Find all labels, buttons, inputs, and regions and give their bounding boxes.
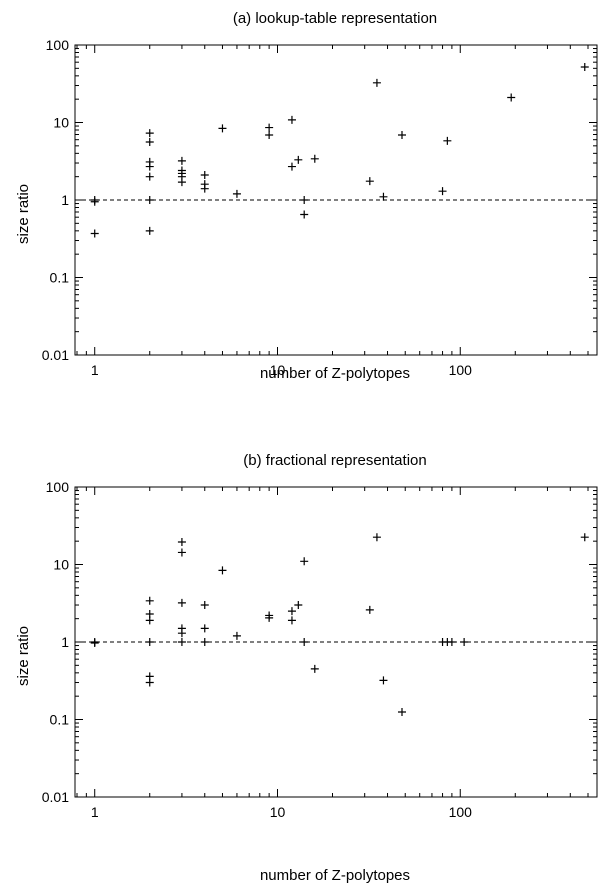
- chart-b-y-tick-label: 0.01: [42, 789, 69, 805]
- chart-b-data-point: [379, 676, 388, 685]
- chart-a-x-tick-label: 100: [449, 362, 473, 378]
- chart-b-data-point: [232, 631, 241, 640]
- chart-b-data-point: [177, 638, 186, 646]
- chart-a-data-point: [365, 177, 374, 186]
- chart-panel-b: (b) fractional representation number of …: [0, 442, 607, 884]
- chart-a-y-tick-label: 100: [46, 37, 70, 53]
- chart-b-data-point: [145, 596, 154, 605]
- chart-a-data-point: [294, 155, 303, 164]
- chart-a-data-point: [90, 197, 99, 206]
- chart-b-data-point: [397, 707, 406, 716]
- chart-a-data-point: [177, 156, 186, 165]
- chart-b-x-tick-label: 10: [270, 804, 286, 820]
- chart-a-data-point: [200, 184, 209, 193]
- chart-a-data-point: [90, 229, 99, 238]
- chart-a-data-point: [397, 130, 406, 139]
- chart-a-data-point: [265, 123, 274, 132]
- chart-b-data-point: [287, 616, 296, 625]
- chart-b-data-point: [265, 613, 274, 622]
- chart-a-x-tick-label: 1: [91, 362, 99, 378]
- chart-a-data-point: [145, 172, 154, 181]
- chart-a-x-tick-label: 10: [270, 362, 286, 378]
- chart-b-y-tick-label: 1: [61, 634, 69, 650]
- chart-b-data-point: [145, 678, 154, 687]
- chart-b-y-tick-label: 0.1: [50, 712, 70, 728]
- chart-a-data-point: [372, 78, 381, 87]
- chart-b-svg: (b) fractional representation number of …: [15, 452, 598, 884]
- chart-a-data-point: [300, 210, 309, 219]
- chart-a-y-tick-label: 0.01: [42, 347, 69, 363]
- chart-b-data-point: [145, 616, 154, 625]
- chart-b-y-tick-label: 100: [46, 479, 70, 495]
- chart-a-data-point: [200, 171, 209, 180]
- chart-b-data-point: [300, 638, 309, 646]
- chart-a-y-tick-label: 0.1: [50, 270, 70, 286]
- chart-b-xlabel: number of Z-polytopes: [260, 867, 410, 884]
- chart-a-data-point: [443, 136, 452, 145]
- chart-a-data-point: [287, 115, 296, 124]
- chart-b-data-point: [200, 624, 209, 633]
- chart-a-data-point: [145, 226, 154, 235]
- chart-b-x-tick-label: 1: [91, 804, 99, 820]
- chart-a-data-point: [300, 196, 309, 204]
- chart-b-data-point: [177, 629, 186, 638]
- chart-a-ylabel: size ratio: [15, 184, 32, 244]
- chart-b-data-point: [177, 538, 186, 547]
- chart-b-x-tick-label: 100: [449, 804, 473, 820]
- chart-a-y-tick-label: 10: [53, 115, 69, 131]
- chart-a-data-point: [287, 162, 296, 171]
- chart-b-data-point: [90, 639, 99, 648]
- chart-a-data-point: [177, 178, 186, 187]
- chart-a-data-point: [580, 63, 589, 72]
- chart-b-y-tick-label: 10: [53, 557, 69, 573]
- chart-panel-a: (a) lookup-table representation number o…: [15, 10, 598, 382]
- chart-a-data-point: [379, 192, 388, 201]
- chart-b-data-point: [310, 664, 319, 673]
- chart-b-data-point: [460, 638, 469, 646]
- chart-b-data-point: [447, 638, 456, 646]
- chart-b-ylabel: size ratio: [15, 626, 32, 686]
- chart-b-data-point: [218, 566, 227, 575]
- chart-b-data-point: [177, 598, 186, 607]
- chart-b-data-point: [365, 605, 374, 614]
- chart-a-data-point: [145, 196, 154, 204]
- chart-b-data-point: [294, 601, 303, 610]
- chart-a-data-point: [145, 162, 154, 171]
- chart-a-data-point: [145, 138, 154, 147]
- chart-a-data-point: [310, 154, 319, 163]
- chart-b-data-point: [372, 533, 381, 542]
- chart-a-data-point: [218, 124, 227, 133]
- chart-a-data-point: [145, 129, 154, 138]
- chart-b-data-point: [200, 638, 209, 646]
- chart-a-data-point: [265, 130, 274, 139]
- chart-b-data-point: [200, 601, 209, 610]
- chart-a-svg: (a) lookup-table representation number o…: [15, 10, 598, 382]
- chart-a-y-tick-label: 1: [61, 192, 69, 208]
- chart-b-data-point: [145, 638, 154, 646]
- chart-a-data-point: [438, 187, 447, 196]
- chart-a-data-point: [507, 93, 516, 102]
- chart-b-title: (b) fractional representation: [243, 452, 426, 469]
- chart-a-data-point: [232, 189, 241, 198]
- chart-b-data-point: [177, 548, 186, 557]
- chart-a-xlabel: number of Z-polytopes: [260, 365, 410, 382]
- chart-b-data-point: [580, 533, 589, 542]
- chart-b-data-point: [300, 557, 309, 566]
- chart-b-data-point: [287, 607, 296, 616]
- chart-a-title: (a) lookup-table representation: [233, 10, 437, 27]
